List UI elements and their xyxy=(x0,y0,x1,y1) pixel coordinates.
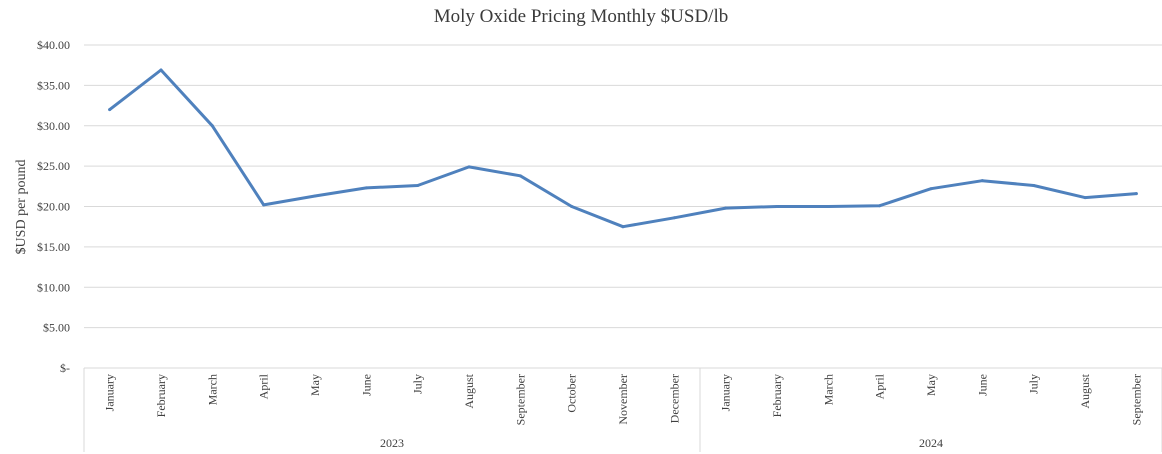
series-line xyxy=(108,68,1138,229)
y-tick-label: $- xyxy=(60,361,70,375)
data-point xyxy=(1083,196,1087,200)
x-tick-label: September xyxy=(1129,374,1143,425)
group-label: 2024 xyxy=(919,436,943,450)
y-axis-ticks: $- $5.00 $10.00 $15.00 $20.00 $25.00 $30.00 $35… xyxy=(37,38,70,375)
series-layer xyxy=(108,68,1138,229)
data-point xyxy=(518,174,522,178)
x-tick-label: April xyxy=(257,373,271,399)
data-point xyxy=(621,225,625,229)
group-label: 2023 xyxy=(380,436,404,450)
x-tick-label: February xyxy=(770,374,784,417)
data-point xyxy=(262,203,266,207)
x-tick-label: June xyxy=(975,374,989,396)
data-point xyxy=(724,206,728,210)
data-point xyxy=(980,179,984,183)
x-tick-label: July xyxy=(1027,374,1041,394)
data-point xyxy=(108,108,112,112)
y-axis-label: $USD per pound xyxy=(14,160,29,255)
y-tick-label: $20.00 xyxy=(37,200,70,214)
x-tick-label: March xyxy=(821,374,835,405)
y-tick-label: $25.00 xyxy=(37,159,70,173)
x-tick-label: September xyxy=(513,374,527,425)
data-point xyxy=(159,68,163,72)
data-point xyxy=(672,216,676,220)
x-tick-label: August xyxy=(462,373,476,408)
data-point xyxy=(826,205,830,208)
data-point xyxy=(775,205,779,208)
x-tick-label: October xyxy=(565,374,579,413)
y-tick-label: $5.00 xyxy=(43,321,70,335)
y-tick-label: $15.00 xyxy=(37,240,70,254)
chart-title: Moly Oxide Pricing Monthly $USD/lb xyxy=(433,6,729,27)
x-tick-label: August xyxy=(1078,373,1092,408)
x-tick-label: July xyxy=(411,374,425,394)
x-tick-label: June xyxy=(359,374,373,396)
data-point xyxy=(364,186,368,190)
data-point xyxy=(313,194,317,198)
data-point xyxy=(1134,192,1138,196)
gridlines xyxy=(84,44,1162,329)
x-tick-label: November xyxy=(616,374,630,425)
data-point xyxy=(416,184,420,188)
x-tick-label: May xyxy=(924,374,938,396)
y-tick-label: $10.00 xyxy=(37,280,70,294)
x-tick-label: April xyxy=(873,373,887,399)
y-tick-label: $30.00 xyxy=(37,119,70,133)
data-point xyxy=(467,165,471,169)
x-tick-label: May xyxy=(308,374,322,396)
x-tick-label: February xyxy=(154,374,168,417)
x-tick-label: December xyxy=(667,374,681,423)
x-tick-label: January xyxy=(719,374,733,411)
y-tick-label: $35.00 xyxy=(37,78,70,92)
data-point xyxy=(1032,184,1036,188)
data-point xyxy=(570,205,574,208)
data-point xyxy=(210,124,214,128)
x-axis: January February March April May June July Augu… xyxy=(83,367,1162,452)
y-tick-label: $40.00 xyxy=(37,38,70,52)
x-tick-label: March xyxy=(205,374,219,405)
data-point xyxy=(929,187,933,191)
x-tick-label: January xyxy=(103,374,117,411)
data-point xyxy=(878,204,882,208)
